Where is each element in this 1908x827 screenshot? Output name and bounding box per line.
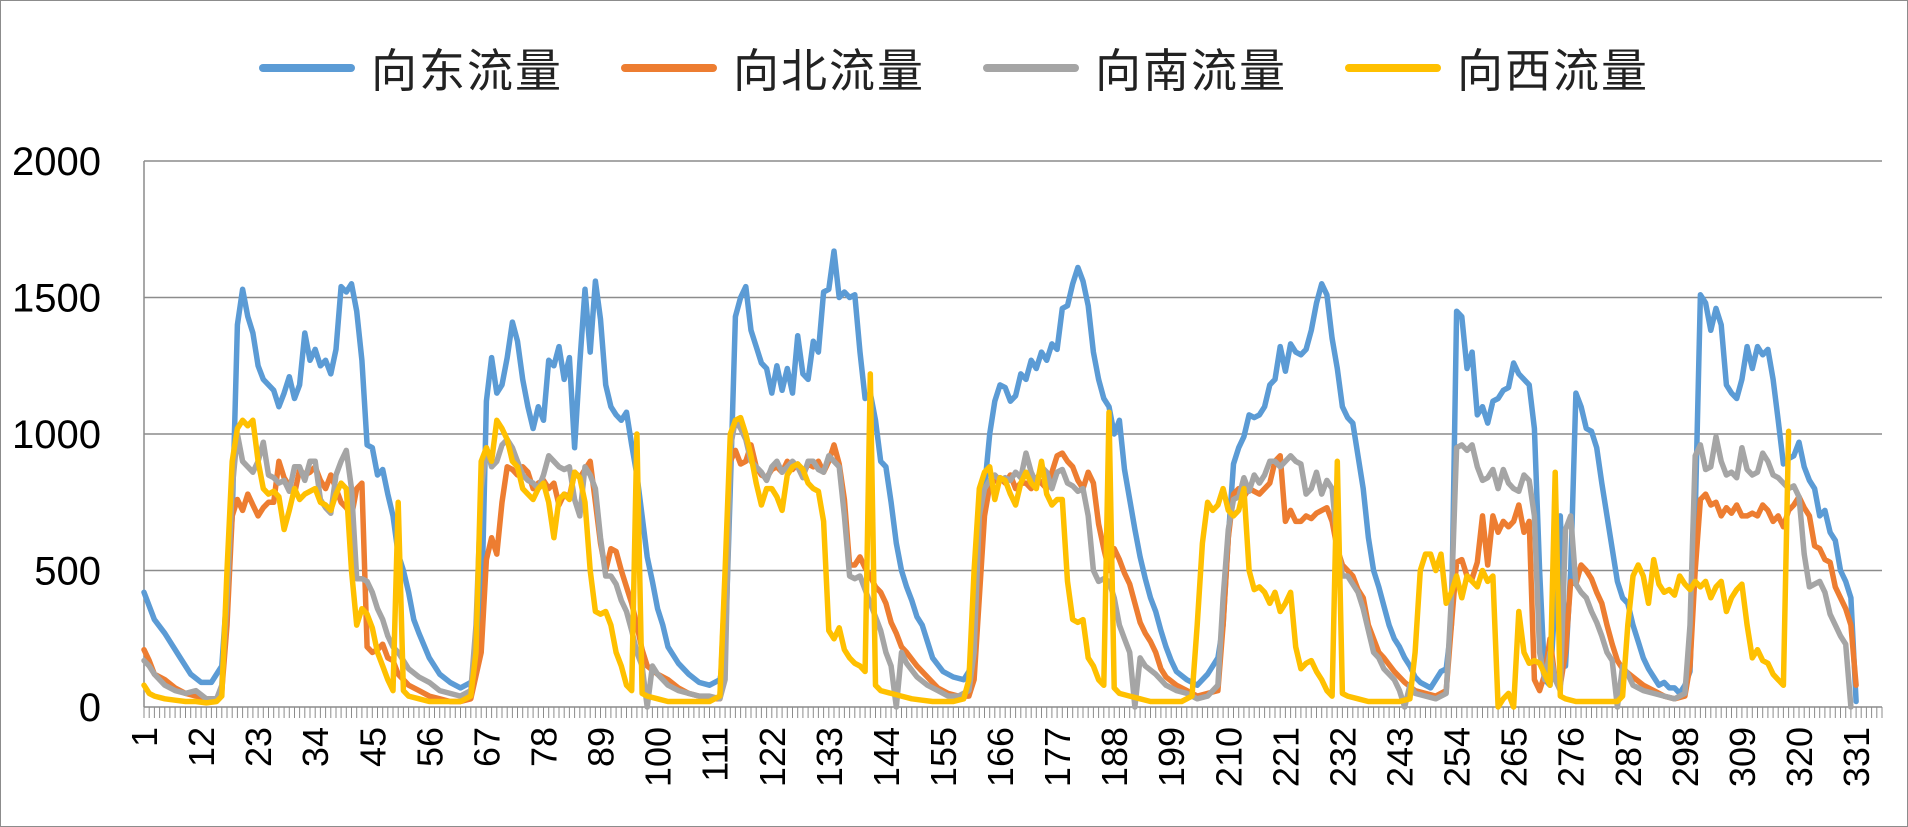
x-tick-label-199: 199: [1151, 727, 1192, 787]
x-tick-label-155: 155: [923, 727, 964, 787]
x-tick-label-56: 56: [409, 727, 450, 767]
x-axis-ticks: [143, 707, 1883, 718]
x-tick-label-320: 320: [1779, 727, 1820, 787]
legend-swatch-south: [983, 64, 1079, 72]
x-tick-label-12: 12: [181, 727, 222, 767]
legend-swatch-west: [1345, 64, 1441, 72]
x-tick-label-221: 221: [1265, 727, 1306, 787]
series-line-west: [141, 371, 1792, 710]
legend-label-north: 向北流量: [733, 44, 925, 98]
x-tick-label-276: 276: [1551, 727, 1592, 787]
y-tick-label-500: 500: [34, 550, 101, 594]
x-tick-label-78: 78: [524, 727, 565, 767]
x-tick-label-111: 111: [695, 727, 736, 782]
x-tick-label-89: 89: [581, 727, 622, 767]
x-tick-label-287: 287: [1608, 727, 1649, 787]
x-tick-label-265: 265: [1494, 727, 1535, 787]
y-tick-label-1000: 1000: [12, 413, 101, 457]
legend-item-north: 向北流量: [621, 35, 925, 101]
x-tick-label-177: 177: [1037, 727, 1078, 787]
legend-label-south: 向南流量: [1095, 44, 1287, 98]
x-tick-label-331: 331: [1836, 727, 1877, 787]
legend-label-west: 向西流量: [1457, 44, 1649, 98]
x-tick-label-45: 45: [352, 727, 393, 767]
chart-legend: 向东流量 向北流量 向南流量 向西流量: [0, 28, 1908, 108]
x-tick-label-144: 144: [866, 727, 907, 787]
y-tick-label-1500: 1500: [12, 277, 101, 321]
series-line-east: [141, 248, 1859, 705]
x-tick-label-210: 210: [1208, 727, 1249, 787]
series-line-south: [141, 417, 1854, 710]
x-tick-label-188: 188: [1094, 727, 1135, 787]
x-tick-label-243: 243: [1380, 727, 1421, 787]
legend-item-south: 向南流量: [983, 35, 1287, 101]
x-tick-label-309: 309: [1722, 727, 1763, 787]
x-tick-label-133: 133: [809, 727, 850, 787]
x-tick-label-67: 67: [466, 727, 507, 767]
legend-swatch-east: [259, 64, 355, 72]
x-tick-label-166: 166: [980, 727, 1021, 787]
y-tick-label-0: 0: [79, 686, 101, 730]
x-tick-label-232: 232: [1322, 727, 1363, 787]
legend-item-east: 向东流量: [259, 35, 563, 101]
x-tick-label-298: 298: [1665, 727, 1706, 787]
x-tick-label-122: 122: [752, 727, 793, 787]
legend-item-west: 向西流量: [1345, 35, 1649, 101]
x-tick-label-1: 1: [124, 727, 165, 747]
x-tick-label-254: 254: [1437, 727, 1478, 787]
legend-swatch-north: [621, 64, 717, 72]
x-tick-label-23: 23: [238, 727, 279, 767]
x-tick-label-100: 100: [638, 727, 679, 787]
x-tick-label-34: 34: [295, 727, 336, 767]
y-tick-label-2000: 2000: [12, 140, 101, 184]
legend-label-east: 向东流量: [371, 44, 563, 98]
